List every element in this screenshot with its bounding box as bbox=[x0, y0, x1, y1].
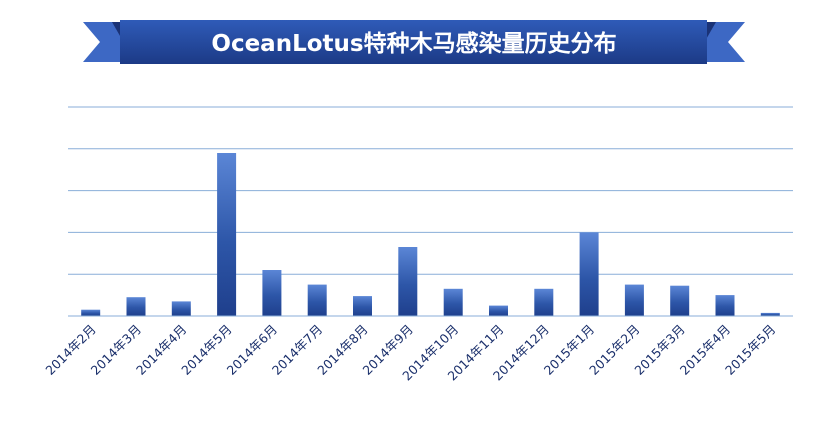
x-tick-labels: 2014年2月2014年3月2014年4月2014年5月2014年6月2014年… bbox=[42, 322, 778, 384]
bar bbox=[398, 247, 418, 316]
gridlines bbox=[68, 106, 793, 275]
bars bbox=[81, 153, 780, 316]
bar bbox=[262, 270, 282, 316]
bar bbox=[126, 297, 146, 316]
bar bbox=[715, 295, 735, 316]
bar bbox=[534, 288, 554, 316]
bar bbox=[307, 284, 327, 316]
bar bbox=[760, 312, 780, 316]
bar bbox=[171, 301, 191, 316]
bar bbox=[217, 153, 237, 316]
bar bbox=[624, 284, 644, 316]
bar bbox=[489, 305, 508, 316]
chart-title: OceanLotus特种木马感染量历史分布 bbox=[211, 30, 616, 57]
bar bbox=[579, 232, 599, 316]
title-banner: OceanLotus特种木马感染量历史分布 bbox=[83, 20, 745, 64]
bar bbox=[81, 309, 101, 316]
banner-ribbon bbox=[120, 20, 707, 64]
bar bbox=[353, 296, 372, 316]
bar bbox=[670, 285, 690, 316]
bar bbox=[443, 288, 463, 316]
